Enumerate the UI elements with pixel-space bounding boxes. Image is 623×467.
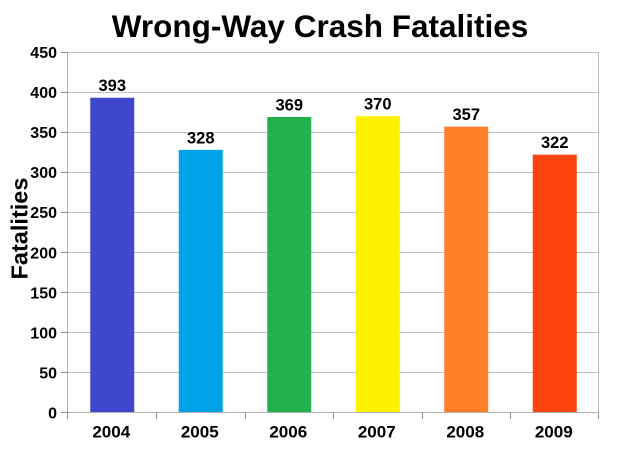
svg-text:2006: 2006: [269, 423, 307, 442]
svg-text:Wrong-Way Crash Fatalities: Wrong-Way Crash Fatalities: [112, 8, 529, 44]
svg-text:400: 400: [30, 85, 57, 102]
svg-text:450: 450: [30, 45, 57, 62]
svg-text:2005: 2005: [181, 423, 219, 442]
svg-text:2009: 2009: [535, 423, 573, 442]
svg-text:369: 369: [275, 96, 303, 114]
svg-text:0: 0: [48, 406, 57, 423]
svg-text:50: 50: [39, 366, 57, 383]
svg-text:250: 250: [30, 205, 57, 222]
svg-text:370: 370: [364, 96, 392, 114]
svg-text:393: 393: [98, 77, 126, 95]
svg-text:350: 350: [30, 125, 57, 142]
svg-text:300: 300: [30, 165, 57, 182]
svg-text:2007: 2007: [358, 423, 396, 442]
svg-text:2004: 2004: [92, 423, 130, 442]
svg-text:100: 100: [30, 326, 57, 343]
svg-text:328: 328: [187, 129, 215, 147]
svg-text:357: 357: [452, 106, 480, 124]
svg-text:2008: 2008: [446, 423, 484, 442]
svg-text:200: 200: [30, 245, 57, 262]
svg-text:322: 322: [541, 134, 569, 152]
svg-text:Fatalities: Fatalities: [6, 178, 32, 280]
svg-text:150: 150: [30, 285, 57, 302]
